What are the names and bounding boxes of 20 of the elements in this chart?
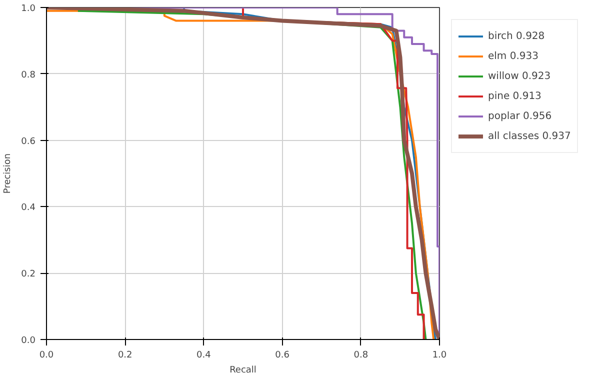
x-axis-title: Recall	[230, 366, 256, 376]
x-tick-label: 0.2	[118, 350, 132, 360]
y-tick-label: 0.2	[21, 270, 36, 280]
legend-label: poplar 0.956	[488, 110, 552, 123]
x-tick-label: 1.0	[432, 350, 447, 360]
y-tick-label: 0.0	[21, 336, 36, 346]
y-axis-title: Precision	[3, 153, 14, 194]
legend-label: pine 0.913	[488, 90, 542, 103]
legend-label: willow 0.923	[488, 70, 551, 83]
x-tick-label: 0.0	[39, 350, 54, 360]
x-tick-label: 0.8	[354, 350, 368, 360]
y-tick-label: 0.8	[21, 70, 36, 80]
y-tick-label: 0.4	[21, 203, 36, 214]
x-tick-label: 0.4	[196, 350, 212, 360]
legend-label: all classes 0.937	[488, 130, 571, 143]
legend-label: elm 0.933	[488, 50, 538, 63]
legend-label: birch 0.928	[488, 30, 545, 43]
y-tick-label: 0.6	[21, 136, 36, 147]
x-tick-label: 0.6	[275, 350, 290, 360]
y-tick-label: 1.0	[21, 4, 36, 14]
